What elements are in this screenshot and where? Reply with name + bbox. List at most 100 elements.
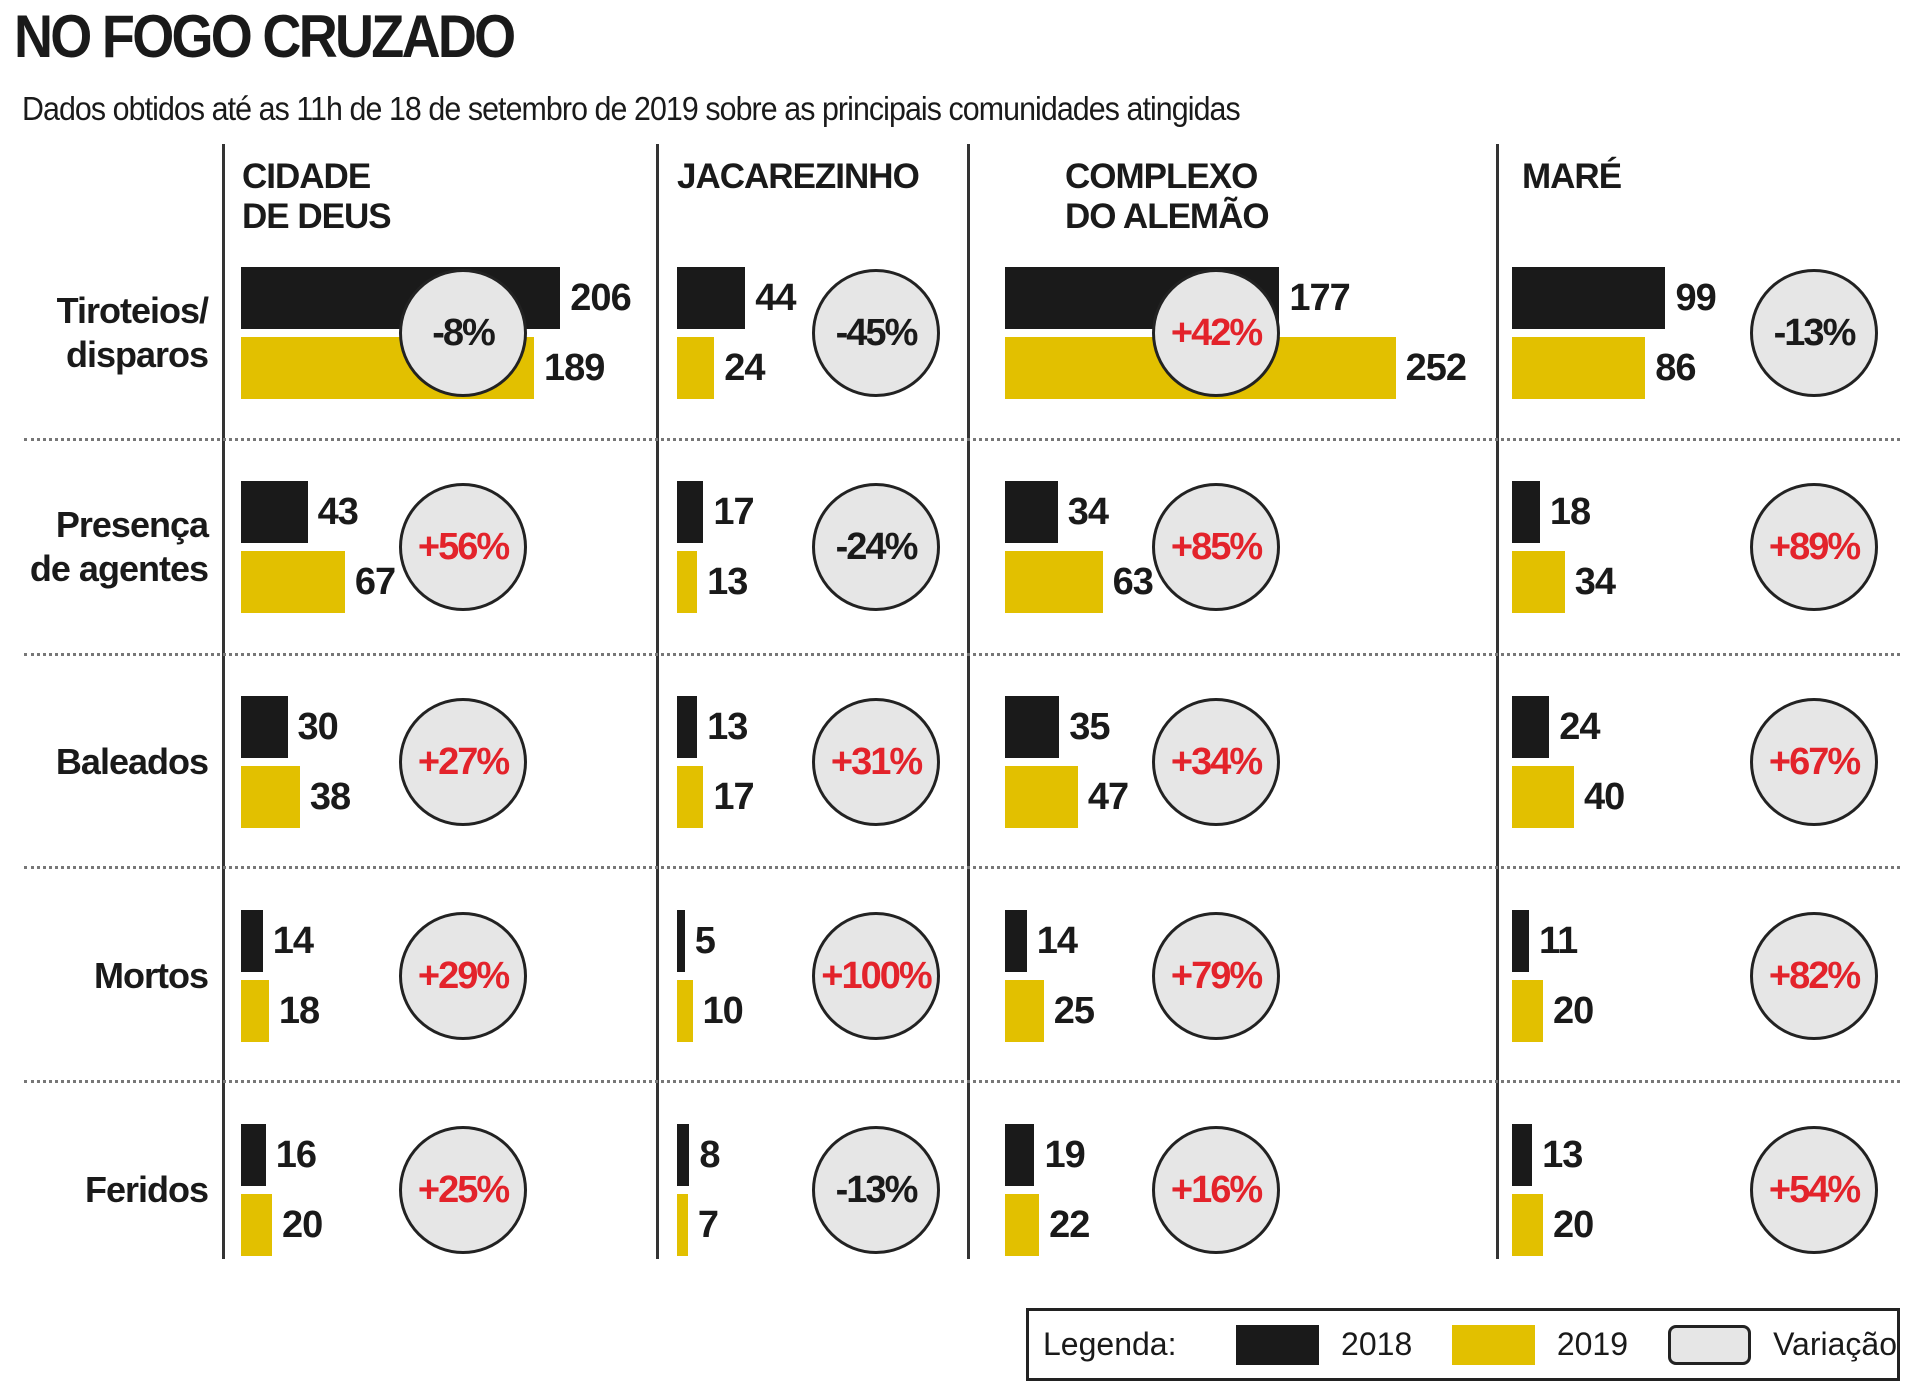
variation-circle: +54% bbox=[1750, 1126, 1878, 1254]
legend-label-2019: 2019 bbox=[1556, 1326, 1628, 1362]
value-label-2018: 5 bbox=[694, 920, 716, 962]
bar-2019 bbox=[1512, 1194, 1543, 1256]
bar-2019 bbox=[1005, 551, 1103, 613]
row-divider bbox=[24, 866, 1900, 869]
legend-label-2018: 2018 bbox=[1341, 1326, 1413, 1362]
value-label-2018: 17 bbox=[713, 491, 754, 533]
value-label-2019: 18 bbox=[278, 990, 320, 1032]
row-divider bbox=[24, 1080, 1900, 1083]
bar-2018 bbox=[677, 267, 746, 329]
value-label-2019: 47 bbox=[1087, 776, 1129, 818]
bar-2018 bbox=[1005, 696, 1060, 758]
variation-circle: +34% bbox=[1152, 698, 1280, 826]
value-label-2019: 40 bbox=[1584, 776, 1625, 818]
community-header: JACAREZINHO bbox=[677, 157, 920, 196]
variation-circle: -13% bbox=[812, 1126, 940, 1254]
value-label-2018: 35 bbox=[1069, 706, 1110, 748]
metric-label: Mortos bbox=[94, 955, 209, 996]
variation-circle: -8% bbox=[399, 269, 527, 397]
value-label-2018: 19 bbox=[1044, 1134, 1085, 1176]
value-label-2019: 7 bbox=[697, 1204, 719, 1246]
bar-2019 bbox=[241, 1194, 272, 1256]
bar-2018 bbox=[677, 481, 704, 543]
value-label-2019: 63 bbox=[1112, 561, 1154, 603]
value-label-2019: 252 bbox=[1405, 347, 1467, 389]
value-label-2019: 25 bbox=[1053, 990, 1095, 1032]
variation-circle: +25% bbox=[399, 1126, 527, 1254]
bar-2018 bbox=[241, 481, 308, 543]
variation-circle: +42% bbox=[1152, 269, 1280, 397]
bar-2018 bbox=[1512, 696, 1550, 758]
bar-2018 bbox=[1512, 910, 1530, 972]
value-label-2018: 44 bbox=[755, 277, 796, 319]
bar-2019 bbox=[1512, 337, 1646, 399]
value-label-2018: 14 bbox=[272, 920, 314, 962]
bar-2018 bbox=[1005, 481, 1058, 543]
value-label-2019: 86 bbox=[1655, 347, 1696, 389]
value-label-2018: 177 bbox=[1289, 277, 1350, 319]
bar-2019 bbox=[677, 337, 715, 399]
variation-circle: +31% bbox=[812, 698, 940, 826]
bar-2019 bbox=[1005, 766, 1078, 828]
bar-2018 bbox=[241, 696, 288, 758]
chart-subtitle: Dados obtidos até as 11h de 18 de setemb… bbox=[22, 90, 1241, 127]
value-label-2018: 13 bbox=[707, 706, 748, 748]
value-label-2019: 10 bbox=[702, 990, 744, 1032]
bar-2018 bbox=[677, 696, 698, 758]
value-label-2019: 20 bbox=[1553, 1204, 1594, 1246]
chart-title: NO FOGO CRUZADO bbox=[14, 3, 516, 70]
value-label-2019: 17 bbox=[713, 776, 754, 818]
bar-2019 bbox=[677, 551, 698, 613]
value-label-2019: 24 bbox=[724, 347, 765, 389]
bar-2018 bbox=[677, 910, 685, 972]
bar-2018 bbox=[241, 1124, 266, 1186]
legend-label-variation: Variação bbox=[1773, 1326, 1897, 1362]
variation-circle: +79% bbox=[1152, 912, 1280, 1040]
value-label-2018: 18 bbox=[1549, 491, 1591, 533]
variation-circle: +82% bbox=[1750, 912, 1878, 1040]
value-label-2018: 34 bbox=[1067, 491, 1109, 533]
variation-circle: +56% bbox=[399, 483, 527, 611]
legend-swatch-2019 bbox=[1452, 1324, 1535, 1365]
variation-circle: -45% bbox=[812, 269, 940, 397]
column-divider bbox=[1496, 144, 1499, 1259]
bar-2019 bbox=[241, 551, 345, 613]
community-header: CIDADE DE DEUS bbox=[242, 157, 392, 236]
legend-swatch-2018 bbox=[1236, 1324, 1320, 1365]
variation-circle: +89% bbox=[1750, 483, 1878, 611]
variation-circle: +100% bbox=[812, 912, 940, 1040]
variation-circle: +29% bbox=[399, 912, 527, 1040]
bar-2018 bbox=[677, 1124, 690, 1186]
value-label-2019: 13 bbox=[707, 561, 748, 603]
variation-circle: +27% bbox=[399, 698, 527, 826]
bar-2019 bbox=[677, 1194, 688, 1256]
value-label-2019: 20 bbox=[1553, 990, 1594, 1032]
community-header: MARÉ bbox=[1522, 157, 1622, 196]
bar-2019 bbox=[241, 980, 269, 1042]
bar-2019 bbox=[1005, 980, 1044, 1042]
bar-2019 bbox=[1005, 1194, 1040, 1256]
bar-2019 bbox=[241, 766, 300, 828]
variation-circle: -24% bbox=[812, 483, 940, 611]
column-divider bbox=[222, 144, 225, 1259]
column-divider bbox=[656, 144, 659, 1259]
value-label-2018: 8 bbox=[699, 1134, 720, 1176]
bar-2018 bbox=[241, 910, 263, 972]
value-label-2019: 67 bbox=[354, 561, 396, 603]
legend-swatch-variation bbox=[1668, 1324, 1752, 1365]
legend-title: Legenda: bbox=[1043, 1326, 1177, 1362]
value-label-2019: 189 bbox=[543, 347, 605, 389]
bar-2019 bbox=[1512, 766, 1574, 828]
value-label-2018: 30 bbox=[297, 706, 339, 748]
metric-label: Presença de agentes bbox=[29, 504, 209, 589]
bar-2018 bbox=[1005, 1124, 1035, 1186]
bar-2019 bbox=[1512, 980, 1543, 1042]
value-label-2019: 38 bbox=[309, 776, 351, 818]
variation-circle: +16% bbox=[1152, 1126, 1280, 1254]
value-label-2018: 206 bbox=[570, 277, 631, 319]
value-label-2018: 11 bbox=[1539, 920, 1578, 962]
variation-circle: +85% bbox=[1152, 483, 1280, 611]
value-label-2019: 22 bbox=[1049, 1204, 1090, 1246]
value-label-2018: 99 bbox=[1675, 277, 1716, 319]
bar-2018 bbox=[1005, 910, 1027, 972]
